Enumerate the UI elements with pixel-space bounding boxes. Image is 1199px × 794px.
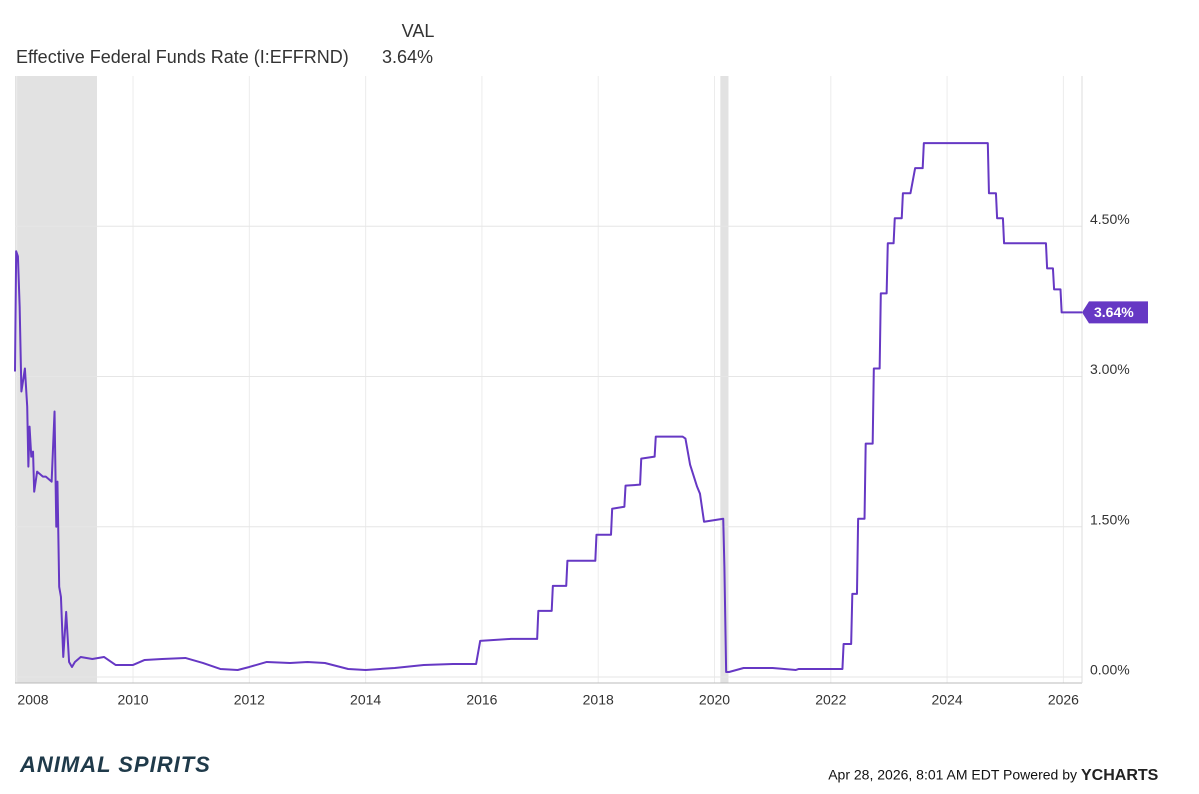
- x-tick-label: 2026: [1048, 692, 1079, 708]
- x-tick-label: 2014: [350, 692, 381, 708]
- legend-value: 3.64%: [382, 47, 433, 67]
- y-tick-label: 0.00%: [1090, 662, 1130, 678]
- x-tick-label: 2008: [17, 692, 48, 708]
- recession-band: [15, 76, 97, 683]
- x-tick-label: 2018: [583, 692, 614, 708]
- series-line: [14, 142, 1082, 673]
- end-label-box: [1082, 301, 1148, 324]
- x-tick-label: 2022: [815, 692, 846, 708]
- recession-band: [720, 76, 729, 683]
- x-tick-label: 2016: [466, 692, 497, 708]
- logo: ANIMAL SPIRITS: [19, 752, 211, 777]
- x-tick-label: 2010: [117, 692, 148, 708]
- end-label: 3.64%: [1094, 304, 1134, 320]
- x-tick-label: 2024: [932, 692, 963, 708]
- legend-header: VAL: [402, 21, 435, 41]
- y-tick-label: 3.00%: [1090, 361, 1130, 377]
- y-tick-label: 4.50%: [1090, 211, 1130, 227]
- x-tick-label: 2020: [699, 692, 730, 708]
- x-tick-label: 2012: [234, 692, 265, 708]
- footer-date: Apr 28, 2026, 8:01 AM EDT Powered by: [828, 767, 1077, 783]
- footer-brand: YCHARTS: [1081, 767, 1159, 784]
- y-tick-label: 1.50%: [1090, 511, 1130, 527]
- legend-name: Effective Federal Funds Rate (I:EFFRND): [16, 47, 349, 67]
